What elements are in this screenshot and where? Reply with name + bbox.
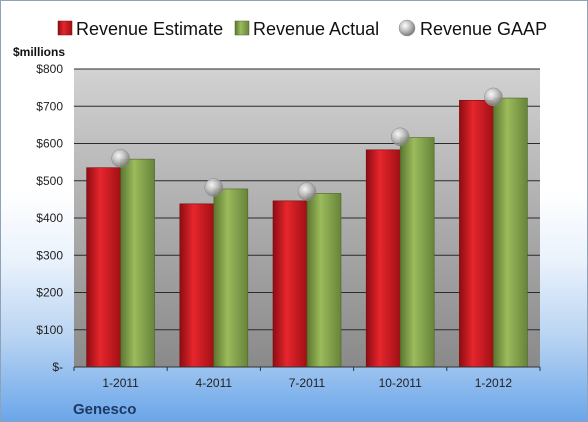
- bar-revenue-estimate: [272, 200, 308, 368]
- legend-label-estimate: Revenue Estimate: [76, 19, 223, 39]
- bar-revenue-actual: [120, 158, 155, 368]
- bar-revenue-actual: [306, 193, 342, 368]
- marker-revenue-gaap: [111, 149, 130, 168]
- legend-label-gaap: Revenue GAAP: [420, 19, 547, 39]
- bar-revenue-estimate: [86, 167, 121, 368]
- legend-item-gaap: Revenue GAAP: [398, 19, 547, 39]
- y-tick-label: $500: [36, 174, 63, 188]
- marker-revenue-gaap: [204, 178, 224, 197]
- y-tick-label: $100: [36, 323, 63, 337]
- marker-revenue-gaap: [297, 182, 317, 201]
- y-tick-label: $700: [36, 99, 63, 113]
- bar-revenue-estimate: [459, 99, 494, 368]
- legend-label-actual: Revenue Actual: [253, 19, 379, 39]
- legend-item-estimate: Revenue Estimate: [57, 19, 223, 39]
- y-tick-label: $300: [36, 248, 63, 262]
- y-axis-unit-label: $millions: [13, 45, 65, 59]
- legend-swatch-actual: [234, 20, 250, 36]
- bar-revenue-estimate: [179, 203, 215, 368]
- bar-revenue-actual: [213, 188, 249, 368]
- bar-revenue-actual: [399, 137, 435, 368]
- legend-marker-gaap: [398, 19, 416, 37]
- bar-revenue-actual: [493, 97, 528, 368]
- x-tick-label: 10-2011: [379, 376, 422, 390]
- x-tick-label: 4-2011: [196, 376, 233, 390]
- x-axis-ticks: 1-2011 4-2011 7-2011 10-2011 1-2012: [73, 367, 541, 390]
- bar-revenue-estimate: [365, 149, 401, 368]
- marker-revenue-gaap: [390, 127, 410, 147]
- gaap-markers: [111, 87, 503, 201]
- marker-revenue-gaap: [484, 87, 503, 107]
- y-axis-ticks: $- $100 $200 $300 $400 $500 $600 $700 $800: [36, 62, 63, 374]
- y-tick-label: $200: [36, 286, 63, 300]
- x-tick-label: 7-2011: [289, 376, 326, 390]
- y-tick-label: $-: [52, 360, 63, 374]
- company-label: Genesco: [73, 401, 136, 418]
- legend: Revenue Estimate Revenue Actual Revenue …: [57, 19, 547, 39]
- y-tick-label: $400: [36, 211, 63, 225]
- legend-swatch-estimate: [57, 20, 73, 36]
- y-tick-label: $800: [36, 62, 63, 76]
- legend-item-actual: Revenue Actual: [234, 19, 379, 39]
- y-tick-label: $600: [36, 137, 63, 151]
- x-tick-label: 1-2012: [475, 376, 513, 390]
- x-tick-label: 1-2011: [102, 376, 139, 390]
- bars: [86, 97, 528, 368]
